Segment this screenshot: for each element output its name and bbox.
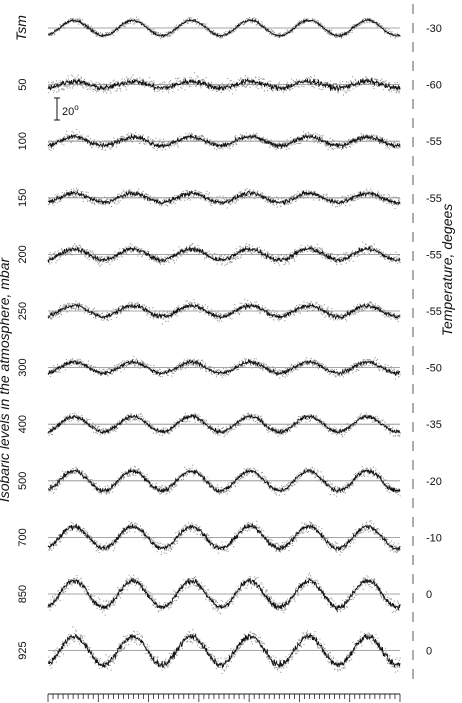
temp-label-200: -55: [426, 249, 442, 261]
series-panel-100: [47, 129, 401, 151]
temp-label-925: 0: [426, 646, 432, 658]
temp-label-400: -35: [426, 419, 442, 431]
series-panel-200: [47, 241, 401, 267]
temperature-labels: -30 -60 -55 -55 -55 -55 -50 -35 -20 -10 0 0: [426, 23, 442, 658]
series-panel-Tsm: [47, 16, 401, 40]
temp-label-250: -55: [426, 306, 442, 318]
temp-label-50: -60: [426, 80, 442, 92]
series-line-100: [47, 133, 401, 150]
temp-label-850: 0: [426, 589, 432, 601]
series-line-500: [47, 468, 401, 494]
temp-label-150: -55: [426, 193, 442, 205]
level-label-400: 400: [17, 415, 29, 433]
y-axis-label-left: Isobaric levels in the atmosphere, mbar: [0, 256, 12, 502]
temp-label-Tsm: -30: [426, 23, 442, 35]
series-panel-300: [47, 355, 401, 380]
scale-bar: 20o: [54, 97, 79, 121]
level-label-250: 250: [17, 302, 29, 320]
series-panel-925: [47, 626, 401, 675]
isobaric-level-labels: Tsm 50 100 150 200 250 300 400 500 700 850 925: [13, 15, 29, 660]
series-panel-50: [47, 72, 401, 96]
scale-bar-label: 20o: [62, 103, 79, 118]
level-label-Tsm: Tsm: [13, 15, 29, 41]
series-panel-150: [47, 187, 401, 210]
series-panel-500: [47, 464, 401, 497]
level-label-500: 500: [17, 472, 29, 490]
level-label-300: 300: [17, 358, 29, 376]
scale-bar-value: 20: [62, 106, 74, 118]
series-line-300: [47, 358, 401, 377]
series-panel-700: [47, 520, 401, 556]
y-axis-label-right: Temperature, degees: [439, 204, 455, 337]
level-label-100: 100: [17, 132, 29, 150]
series-panel-850: [47, 572, 401, 616]
x-axis: [47, 693, 401, 702]
level-label-925: 925: [17, 641, 29, 659]
temp-label-700: -10: [426, 532, 442, 544]
temp-label-300: -50: [426, 363, 442, 375]
level-label-200: 200: [17, 245, 29, 263]
series-line-850: [47, 577, 401, 613]
level-label-50: 50: [17, 78, 29, 90]
series-line-400: [47, 413, 401, 435]
level-label-150: 150: [17, 189, 29, 207]
temp-label-500: -20: [426, 476, 442, 488]
series-panels: [47, 16, 401, 675]
series-line-Tsm: [47, 17, 401, 39]
series-line-250: [47, 302, 401, 321]
scale-bar-unit: o: [74, 103, 79, 112]
scatter-points-100: [48, 129, 401, 151]
series-line-925: [47, 632, 401, 668]
series-panel-250: [47, 298, 401, 325]
level-label-700: 700: [17, 528, 29, 546]
series-line-700: [47, 522, 401, 552]
series-line-50: [47, 77, 401, 93]
level-label-850: 850: [17, 585, 29, 603]
series-line-200: [47, 245, 401, 264]
series-panel-400: [47, 412, 401, 438]
scatter-points-50: [48, 72, 401, 96]
scatter-points-150: [48, 187, 401, 210]
scatter-points-250: [48, 298, 401, 325]
temp-label-100: -55: [426, 136, 442, 148]
series-line-150: [47, 189, 401, 206]
